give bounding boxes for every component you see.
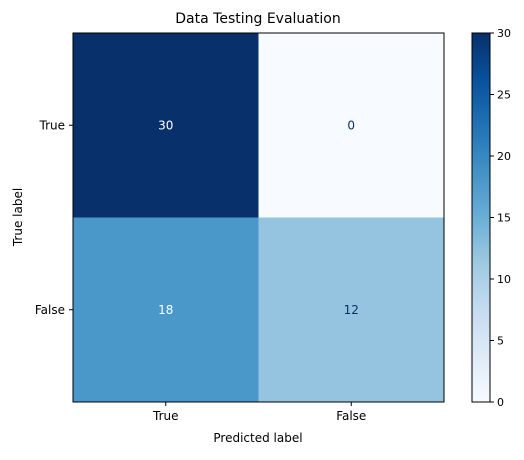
y-tick-label: False: [35, 303, 65, 317]
cell-value-label: 0: [347, 118, 355, 132]
y-axis-label: True label: [11, 188, 25, 247]
colorbar-tick-label: 30: [497, 27, 511, 40]
colorbar-tick-label: 15: [497, 212, 511, 225]
cell-value-label: 18: [158, 303, 173, 317]
colorbar-tick-label: 0: [497, 396, 504, 409]
x-axis-ticks: True False: [152, 402, 366, 423]
colorbar-tick-label: 20: [497, 150, 511, 163]
colorbar-tick-label: 5: [497, 335, 504, 348]
y-axis-ticks: True False: [35, 118, 73, 317]
x-axis-label: Predicted label: [213, 431, 302, 445]
colorbar-tick-label: 25: [497, 89, 511, 102]
cell-value-label: 12: [344, 303, 359, 317]
heatmap-cell: [258, 217, 445, 403]
heatmap-cells: [73, 33, 445, 403]
heatmap-cell: [73, 33, 259, 218]
x-tick-label: False: [336, 409, 366, 423]
heatmap-cell: [73, 217, 259, 403]
colorbar: [471, 32, 491, 403]
x-tick-label: True: [152, 409, 179, 423]
plot-frame: [72, 32, 445, 403]
colorbar-tick-label: 10: [497, 273, 511, 286]
chart-title: Data Testing Evaluation: [175, 11, 340, 27]
heatmap-cell: [258, 33, 445, 218]
colorbar-ticks: 0 5 10 15 20 25 30: [490, 27, 511, 409]
cell-value-labels: 30 0 18 12: [158, 118, 359, 317]
cell-value-label: 30: [158, 118, 173, 132]
y-tick-label: True: [39, 118, 66, 132]
